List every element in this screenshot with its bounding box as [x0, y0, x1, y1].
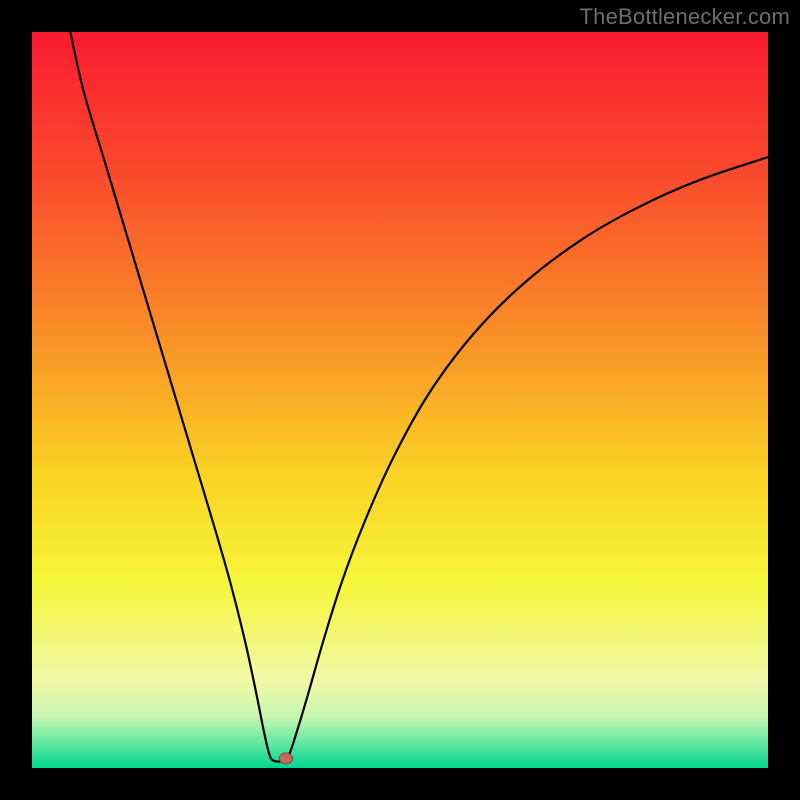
optimal-point-marker: [279, 753, 292, 764]
chart-svg: [32, 32, 768, 768]
chart-plot-area: [32, 32, 768, 768]
watermark-text: TheBottlenecker.com: [580, 4, 790, 30]
chart-background: [32, 32, 768, 768]
